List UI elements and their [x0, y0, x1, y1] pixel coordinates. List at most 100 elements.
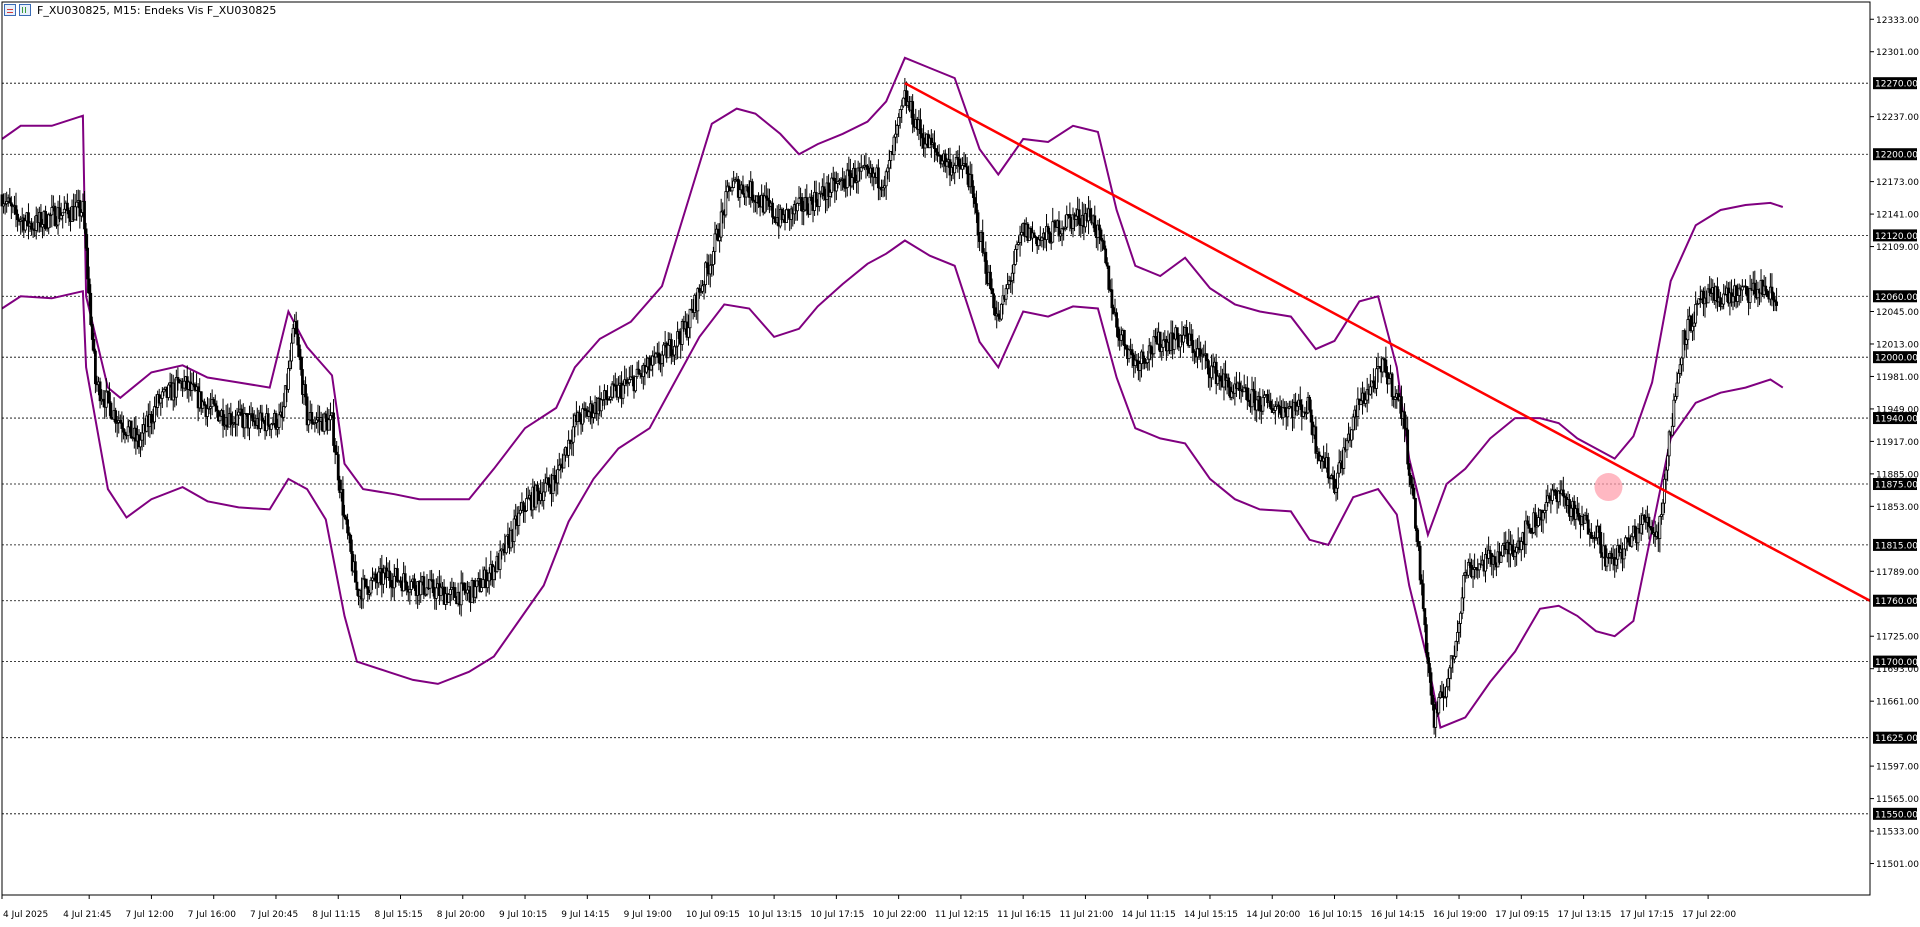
trendline[interactable]	[904, 82, 1871, 602]
candle-body	[708, 264, 712, 275]
candle-body	[1286, 407, 1290, 418]
candle-body	[660, 354, 664, 364]
candle-body	[1375, 368, 1378, 389]
x-tick-label: 14 Jul 15:15	[1184, 910, 1238, 920]
candle-body	[1018, 234, 1022, 244]
candle-body	[1529, 527, 1533, 533]
candle-body	[504, 535, 508, 554]
candle-body	[1589, 531, 1593, 539]
candle-body	[1527, 523, 1531, 529]
candle-body	[1577, 512, 1581, 521]
candle-body	[1141, 351, 1145, 359]
candle-body	[1706, 288, 1710, 304]
bollinger-bands	[1, 56, 1784, 729]
price-axis[interactable]: 12333.00 12301.00 12237.00 12173.00 12141.00…	[1870, 16, 1919, 870]
y-tick-label: 11565.00	[1876, 795, 1919, 805]
candle-body	[1161, 339, 1165, 348]
candle-body	[160, 391, 164, 399]
x-tick-label: 14 Jul 11:15	[1122, 910, 1176, 920]
candle-body	[1424, 624, 1428, 653]
candle-body	[732, 180, 736, 188]
time-axis[interactable]: 4 Jul 2025 4 Jul 21:45 7 Jul 12:00 7 Jul 16…	[1, 895, 1736, 920]
candle-body	[1144, 362, 1148, 365]
candle-body	[104, 390, 108, 408]
candle-body	[1224, 373, 1227, 381]
candle-body	[1197, 348, 1201, 351]
candle-body	[1032, 232, 1036, 238]
x-tick-label: 16 Jul 19:00	[1433, 910, 1487, 920]
candle-body	[1680, 357, 1684, 366]
candle-body	[680, 321, 684, 345]
candle-body	[1627, 537, 1631, 543]
candle-body	[1597, 525, 1601, 533]
candle-body	[150, 414, 153, 424]
candle-body	[424, 593, 427, 596]
candle-body	[1238, 382, 1241, 391]
candle-body	[79, 212, 83, 217]
candle-body	[1546, 495, 1550, 503]
candle-body	[933, 142, 936, 149]
candle-body	[1756, 288, 1760, 299]
candle-body	[434, 587, 438, 599]
candle-body	[1298, 399, 1302, 406]
candle-body	[1543, 510, 1547, 514]
candle-body	[1250, 388, 1254, 408]
candle-body	[897, 117, 901, 126]
grid-window-icon[interactable]	[4, 4, 16, 16]
candle-body	[922, 137, 925, 149]
candle-body	[1445, 686, 1448, 698]
bar-chart-icon[interactable]	[19, 4, 31, 16]
candle-body	[422, 576, 426, 595]
candle-body	[8, 197, 12, 204]
candle-body	[570, 441, 574, 445]
candle-body	[1460, 597, 1464, 614]
candle-body	[814, 191, 818, 203]
candle-body	[39, 211, 43, 228]
candle-body	[174, 377, 178, 398]
candle-body	[808, 196, 812, 215]
candle-body	[371, 577, 374, 581]
candle-body	[1434, 708, 1438, 728]
trendline-layer[interactable]	[904, 82, 1871, 602]
candle-body	[478, 578, 482, 592]
plot-border	[1, 1, 1871, 896]
candle-body	[374, 573, 378, 581]
candle-body	[1261, 396, 1265, 412]
candle-body	[1012, 264, 1016, 274]
candle-body	[428, 579, 432, 589]
candle-body	[609, 396, 613, 400]
candle-body	[883, 185, 887, 189]
x-tick-label: 7 Jul 20:45	[250, 910, 298, 920]
candle-body	[218, 415, 222, 422]
candle-body	[696, 288, 700, 312]
x-tick-label: 10 Jul 09:15	[686, 910, 740, 920]
candle-body	[1740, 286, 1744, 291]
candle-body	[1649, 526, 1652, 529]
candle-body	[884, 171, 888, 187]
candle-body	[301, 369, 304, 395]
x-tick-label: 7 Jul 12:00	[125, 910, 174, 920]
candle-body	[1420, 579, 1424, 585]
candle-body	[1351, 416, 1355, 431]
candle-body	[1393, 396, 1397, 400]
candle-body	[369, 579, 373, 594]
candle-body	[800, 197, 804, 212]
candle-body	[1336, 472, 1340, 489]
candle-body	[674, 345, 678, 348]
candle-body	[1006, 284, 1010, 290]
candle-body	[361, 578, 365, 600]
candle-body	[581, 408, 585, 425]
candle-body	[367, 592, 371, 595]
level-price-label: 11875.00	[1875, 481, 1918, 491]
x-tick-label: 11 Jul 16:15	[997, 910, 1051, 920]
candle-body	[556, 469, 560, 484]
candle-body	[45, 227, 49, 230]
candle-body	[522, 502, 525, 512]
highlight-marker	[1594, 473, 1623, 502]
candle-body	[1124, 345, 1128, 350]
candle-body	[1691, 325, 1694, 332]
candle-body	[291, 327, 295, 344]
candle-body	[1214, 361, 1218, 385]
